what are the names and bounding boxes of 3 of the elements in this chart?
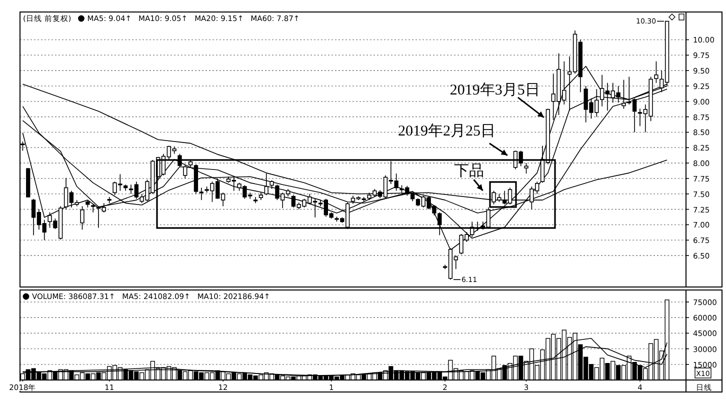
annotation: 2019年2月25日 — [398, 122, 496, 140]
annotation: 2019年3月5日 — [450, 81, 540, 98]
annotation: 下品 — [454, 164, 484, 180]
